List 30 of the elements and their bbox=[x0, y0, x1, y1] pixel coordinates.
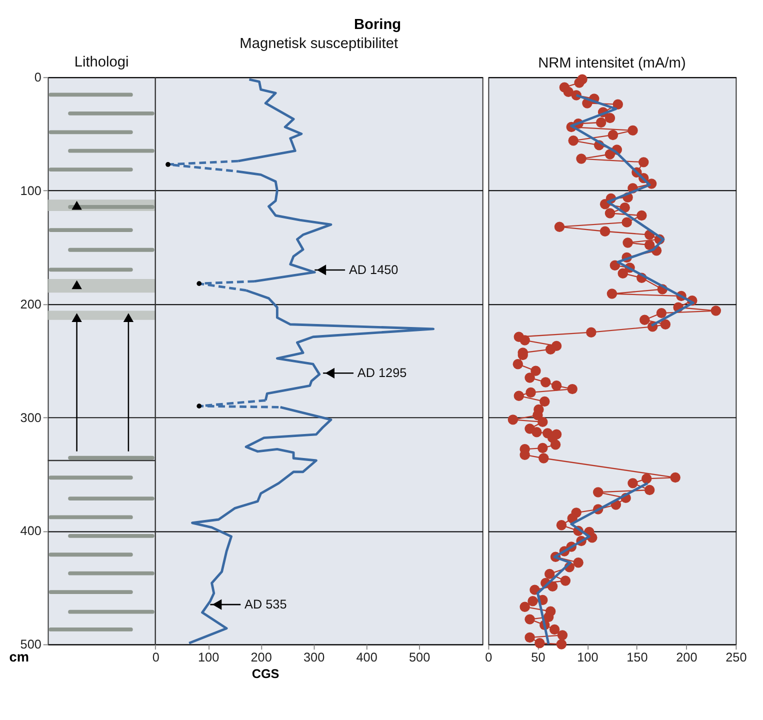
x-axis-title: CGS bbox=[252, 666, 280, 681]
point bbox=[196, 281, 202, 286]
x-tick-label: 50 bbox=[531, 650, 546, 664]
x-tick-label: 200 bbox=[676, 650, 698, 664]
x-tick-label: 250 bbox=[726, 650, 747, 664]
y-tick-label: 400 bbox=[20, 524, 42, 538]
x-tick-label: 100 bbox=[577, 650, 598, 664]
x-tick-label: 300 bbox=[304, 650, 325, 664]
x-tick-label: 150 bbox=[626, 650, 648, 664]
y-axis-title: cm bbox=[9, 649, 29, 664]
y-tick-label: 300 bbox=[20, 410, 42, 425]
x-tick-label: 100 bbox=[198, 650, 220, 664]
x-tick-label: 200 bbox=[250, 650, 272, 664]
annotation: AD 535 bbox=[244, 597, 287, 612]
y-tick-label: 100 bbox=[20, 184, 42, 198]
point bbox=[166, 162, 170, 167]
annotation: AD 1450 bbox=[348, 262, 398, 277]
x-tick-label: 500 bbox=[408, 650, 430, 664]
y-tick-label: 0 bbox=[34, 70, 42, 85]
text: Lithologi bbox=[74, 54, 129, 70]
annotation: AD 1295 bbox=[357, 366, 407, 380]
x-tick-label: 400 bbox=[356, 650, 378, 664]
y-tick-label: 200 bbox=[20, 297, 42, 312]
y-tick-label: 500 bbox=[20, 638, 42, 652]
text: Boring bbox=[354, 16, 402, 33]
chart-title: Magnetisk susceptibilitet bbox=[240, 36, 398, 52]
point bbox=[196, 404, 202, 408]
chart-title: NRM intensitet (mA/m) bbox=[538, 55, 686, 72]
x-tick-label: 0 bbox=[485, 650, 492, 664]
x-tick-label: 0 bbox=[152, 650, 160, 664]
